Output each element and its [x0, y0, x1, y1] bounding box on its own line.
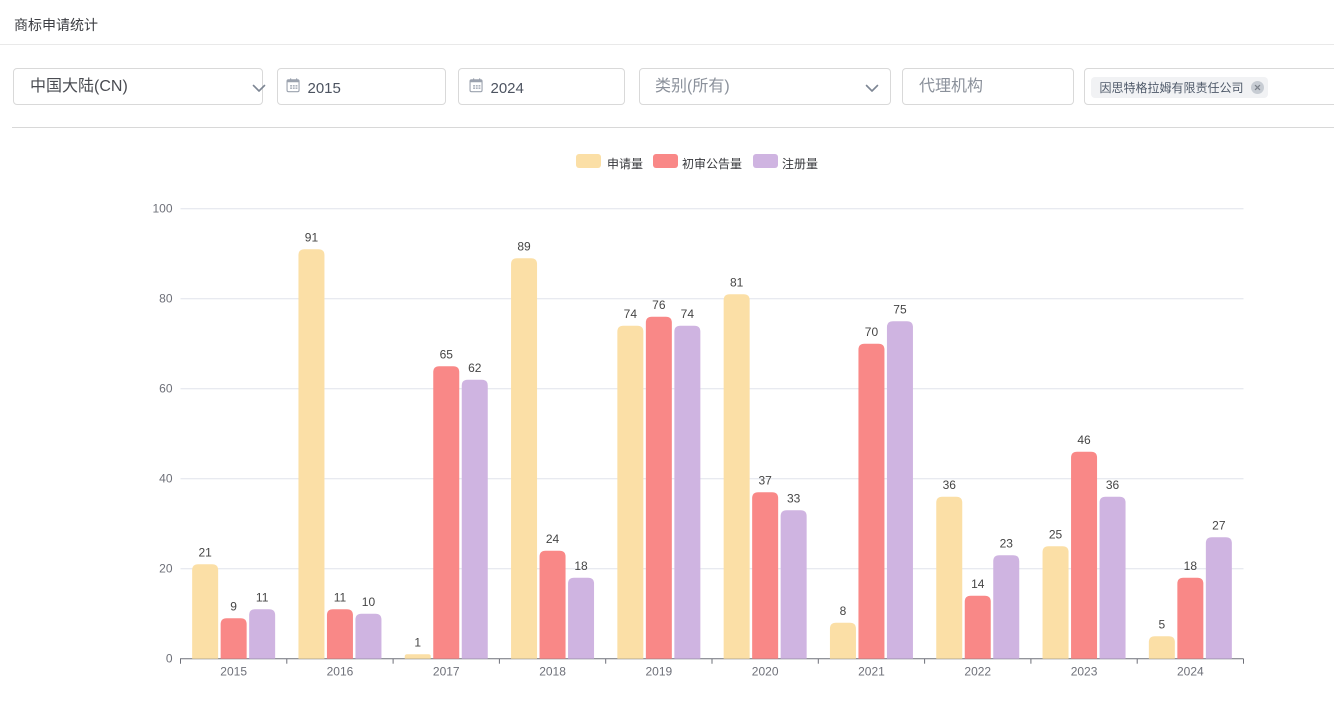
svg-text:89: 89	[517, 240, 531, 254]
svg-text:2022: 2022	[964, 665, 991, 679]
svg-text:81: 81	[730, 276, 744, 290]
svg-text:80: 80	[159, 292, 173, 306]
svg-text:60: 60	[159, 382, 173, 396]
svg-text:5: 5	[1159, 618, 1166, 632]
svg-text:0: 0	[166, 652, 173, 666]
svg-text:2019: 2019	[645, 665, 672, 679]
svg-text:40: 40	[159, 472, 173, 486]
svg-text:11: 11	[334, 591, 347, 605]
svg-text:74: 74	[624, 307, 638, 321]
svg-text:36: 36	[1106, 478, 1120, 492]
svg-text:75: 75	[893, 303, 907, 317]
svg-text:70: 70	[865, 325, 879, 339]
svg-text:74: 74	[681, 307, 695, 321]
svg-text:8: 8	[840, 604, 847, 618]
svg-text:37: 37	[758, 474, 772, 488]
svg-text:14: 14	[971, 577, 985, 591]
svg-text:91: 91	[305, 231, 319, 245]
svg-text:10: 10	[362, 595, 376, 609]
svg-text:23: 23	[1000, 537, 1014, 551]
svg-text:24: 24	[546, 532, 560, 546]
svg-text:2021: 2021	[858, 665, 885, 679]
svg-text:25: 25	[1049, 528, 1063, 542]
svg-text:11: 11	[256, 591, 269, 605]
svg-text:2016: 2016	[327, 665, 354, 679]
svg-text:2018: 2018	[539, 665, 566, 679]
svg-text:36: 36	[943, 478, 957, 492]
svg-text:1: 1	[414, 636, 421, 650]
svg-text:27: 27	[1212, 519, 1226, 533]
svg-text:100: 100	[152, 202, 172, 216]
svg-text:18: 18	[574, 559, 588, 573]
svg-text:46: 46	[1077, 433, 1091, 447]
svg-text:2015: 2015	[220, 665, 247, 679]
svg-text:2024: 2024	[1177, 665, 1204, 679]
svg-text:62: 62	[468, 361, 482, 375]
svg-text:21: 21	[198, 546, 212, 560]
svg-text:2020: 2020	[752, 665, 779, 679]
svg-text:18: 18	[1184, 559, 1198, 573]
svg-text:33: 33	[787, 492, 801, 506]
svg-text:20: 20	[159, 562, 173, 576]
svg-text:9: 9	[230, 600, 237, 614]
svg-text:76: 76	[652, 298, 666, 312]
svg-text:2017: 2017	[433, 665, 460, 679]
svg-text:65: 65	[440, 348, 454, 362]
svg-text:2023: 2023	[1071, 665, 1098, 679]
